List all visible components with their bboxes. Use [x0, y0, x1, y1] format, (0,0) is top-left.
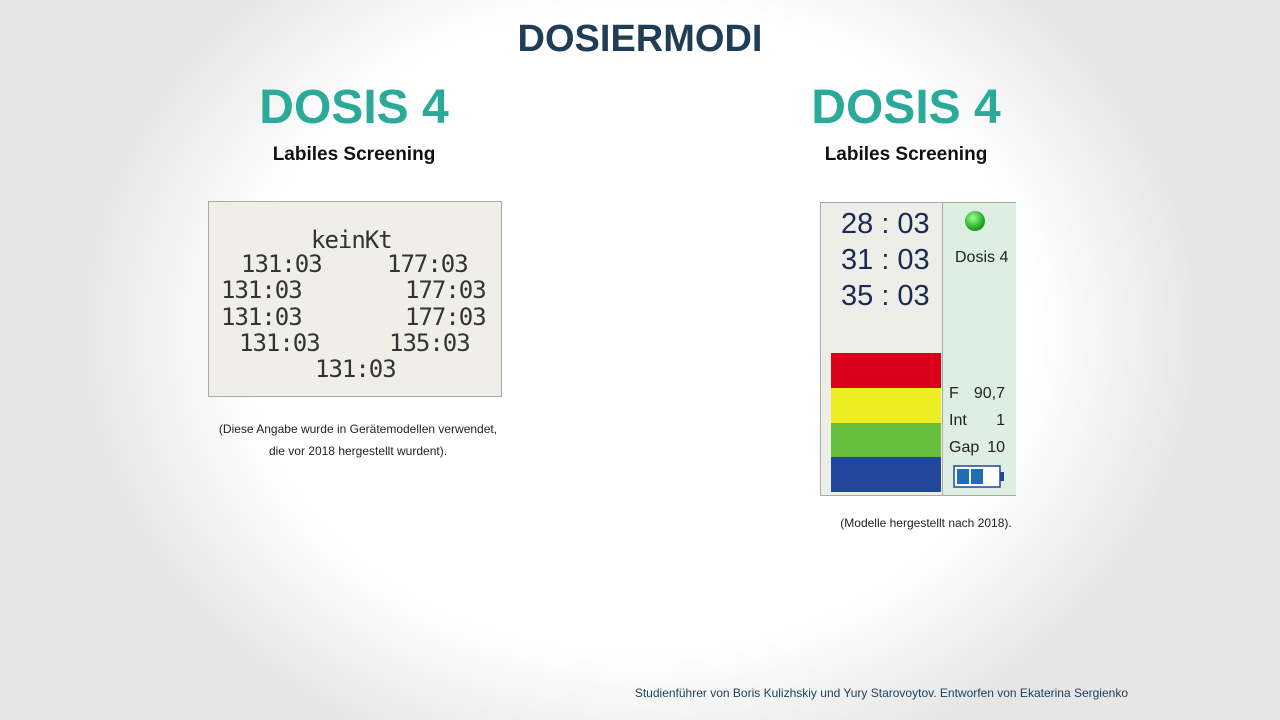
lcd-text: 135:03 [389, 329, 471, 357]
side-panel [942, 203, 1016, 495]
param-value: 10 [987, 439, 1005, 456]
param-value: 1 [996, 412, 1005, 429]
title: DOSIERMODI [517, 18, 763, 60]
lcd-text: 177:03 [405, 303, 487, 331]
subheading: Labiles Screening [824, 144, 988, 165]
status-led [965, 211, 985, 231]
param-name: Gap [949, 439, 980, 456]
time: 31 : 03 [841, 244, 930, 276]
lcd-text: 131:03 [239, 329, 321, 357]
battery [953, 465, 1004, 488]
lcd-text: 131:03 [315, 355, 397, 383]
lcd-text: 177:03 [405, 276, 487, 304]
old-display: keinKt 131:03 177:03 131:03 177:03 131:0… [208, 201, 502, 397]
lcd-text: 131:03 [221, 276, 303, 304]
note: (Modelle hergestellt nach 2018). [840, 516, 1012, 530]
time: 35 : 03 [841, 280, 930, 312]
color-bar [831, 388, 941, 423]
heading: DOSIS 4 [811, 81, 1001, 134]
times: 28 : 03 31 : 03 35 : 03 [841, 206, 930, 314]
lcd-text: 131:03 [221, 303, 303, 331]
time: 28 : 03 [841, 208, 930, 240]
lcd-text: 177:03 [387, 250, 469, 278]
subheading: Labiles Screening [272, 144, 436, 165]
param-value: 90,7 [973, 385, 1005, 402]
lcd-text: keinKt [311, 226, 393, 254]
heading: DOSIS 4 [259, 81, 449, 134]
new-display: 28 : 03 31 : 03 35 : 03 Dosis 4 F 90,7 In… [820, 202, 1016, 496]
credit: Studienführer von Boris Kulizhskiy und Y… [634, 686, 1128, 700]
note: (Diese Angabe wurde in Gerätemodellen ve… [218, 422, 498, 458]
mode: Dosis 4 [955, 249, 1009, 266]
param-name: F [949, 385, 959, 402]
params: F 90,7 Int 1 Gap 10 [949, 380, 1005, 461]
color-bar [831, 457, 941, 492]
param-name: Int [949, 412, 967, 429]
color-bar [831, 353, 941, 388]
color-bar [831, 423, 941, 457]
lcd-text: 131:03 [241, 250, 323, 278]
